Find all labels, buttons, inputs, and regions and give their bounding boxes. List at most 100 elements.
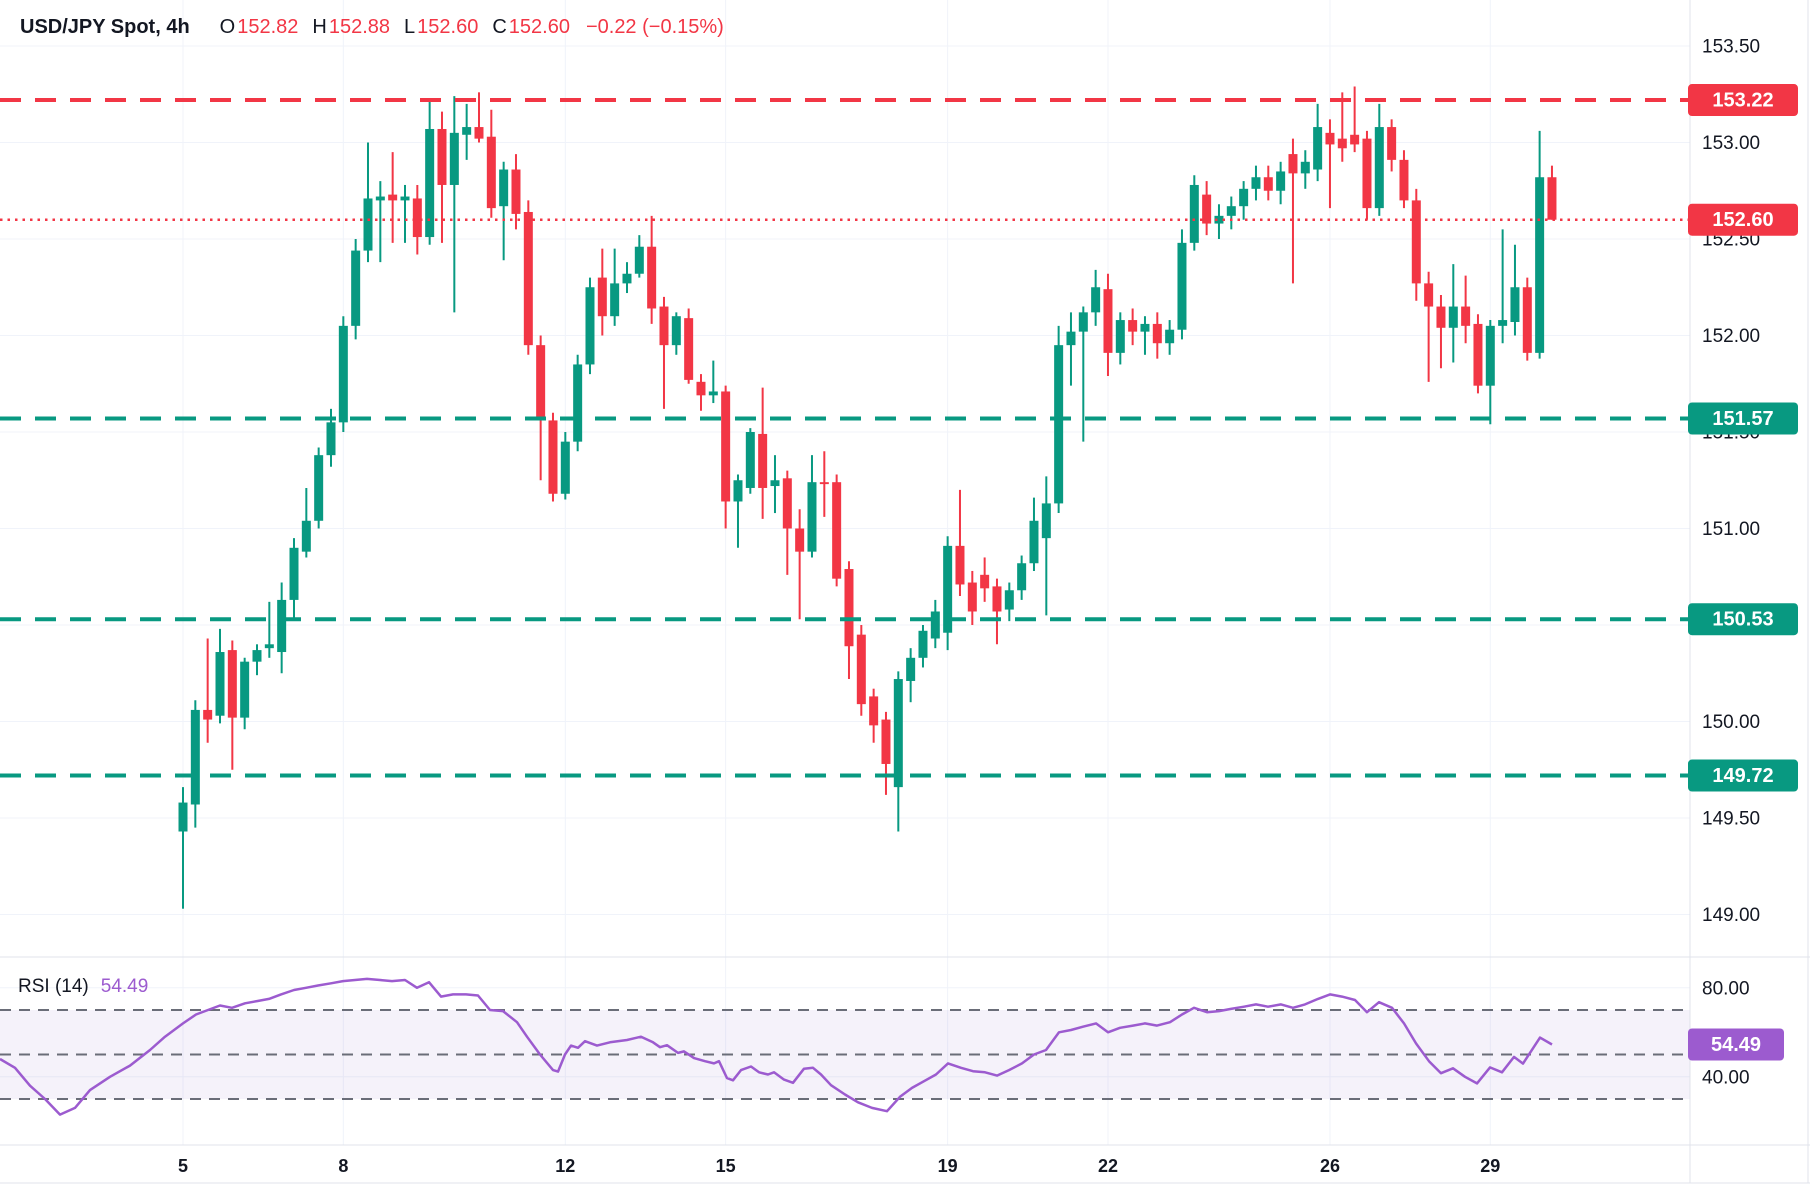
candle[interactable] (1029, 497, 1039, 571)
candle[interactable] (856, 625, 866, 716)
candle[interactable] (289, 538, 299, 620)
candle[interactable] (499, 161, 509, 261)
candle[interactable] (758, 387, 768, 519)
candle[interactable] (190, 700, 200, 828)
candle[interactable] (881, 711, 891, 795)
candle[interactable] (622, 262, 632, 294)
candle[interactable] (474, 92, 484, 143)
candle[interactable] (696, 374, 706, 411)
candle[interactable] (1510, 244, 1520, 336)
candle[interactable] (1017, 555, 1027, 600)
candle[interactable] (203, 638, 213, 743)
candle[interactable] (721, 385, 731, 529)
candle[interactable] (807, 455, 817, 558)
candle[interactable] (178, 787, 188, 909)
candle[interactable] (1313, 103, 1323, 182)
candle[interactable] (1202, 181, 1212, 236)
candle[interactable] (240, 657, 250, 730)
candle[interactable] (1004, 582, 1014, 622)
candle[interactable] (1214, 204, 1224, 239)
candle[interactable] (684, 308, 694, 384)
candle[interactable] (449, 96, 459, 313)
candle[interactable] (227, 640, 237, 770)
candle[interactable] (301, 487, 311, 558)
candle[interactable] (486, 109, 496, 218)
price-axis[interactable]: 153.50153.00152.50152.00151.50151.00150.… (1688, 37, 1798, 1089)
candle[interactable] (745, 428, 755, 494)
candle[interactable] (1177, 229, 1187, 340)
candle[interactable] (918, 625, 928, 668)
candle[interactable] (1091, 269, 1101, 326)
candle[interactable] (795, 509, 805, 620)
candle[interactable] (1547, 165, 1557, 220)
time-axis[interactable]: 5 8 12 15 19 22 26 29 (178, 1156, 1500, 1176)
candle[interactable] (536, 335, 546, 481)
candle[interactable] (215, 628, 225, 724)
candle[interactable] (363, 142, 373, 263)
candle[interactable] (980, 557, 990, 602)
candle[interactable] (1041, 476, 1051, 616)
candle[interactable] (277, 582, 287, 674)
candle[interactable] (1300, 150, 1310, 189)
candle[interactable] (1288, 138, 1298, 284)
candle[interactable] (1276, 161, 1286, 205)
candle[interactable] (1374, 103, 1384, 216)
candle[interactable] (671, 312, 681, 355)
candle[interactable] (1399, 150, 1409, 209)
candle[interactable] (1189, 175, 1199, 251)
candle[interactable] (1485, 320, 1495, 425)
candle[interactable] (252, 644, 262, 676)
candle[interactable] (610, 248, 620, 326)
candle[interactable] (375, 181, 385, 263)
candle[interactable] (523, 200, 533, 355)
candle[interactable] (819, 451, 829, 517)
candle[interactable] (1128, 308, 1138, 346)
candle[interactable] (560, 432, 570, 500)
candle[interactable] (832, 474, 842, 587)
candle[interactable] (1411, 188, 1421, 301)
candle[interactable] (412, 184, 422, 255)
candle[interactable] (597, 248, 607, 336)
candle[interactable] (1362, 130, 1372, 220)
candle[interactable] (943, 536, 953, 651)
candle[interactable] (1152, 312, 1162, 359)
candle[interactable] (634, 235, 644, 278)
candle[interactable] (1103, 273, 1113, 377)
candle[interactable] (1436, 294, 1446, 369)
candle[interactable] (1350, 86, 1360, 153)
candle[interactable] (400, 184, 410, 243)
candle[interactable] (548, 412, 558, 502)
candle[interactable] (314, 447, 324, 529)
candle[interactable] (782, 470, 792, 575)
candle[interactable] (869, 688, 879, 743)
candle[interactable] (1325, 119, 1335, 209)
candle[interactable] (1498, 229, 1508, 344)
candle[interactable] (1239, 181, 1249, 220)
candle[interactable] (264, 601, 274, 658)
candle[interactable] (967, 570, 977, 625)
candle[interactable] (437, 111, 447, 243)
candle[interactable] (1387, 119, 1397, 172)
candle[interactable] (1263, 165, 1273, 201)
candle[interactable] (351, 239, 361, 340)
candle[interactable] (906, 648, 916, 703)
candle[interactable] (1424, 271, 1434, 382)
candle[interactable] (955, 489, 965, 597)
candle[interactable] (893, 671, 903, 832)
candle[interactable] (338, 316, 348, 432)
candle[interactable] (930, 599, 940, 649)
candle[interactable] (1115, 312, 1125, 365)
candle[interactable] (573, 354, 583, 452)
candle[interactable] (1226, 196, 1236, 230)
candle[interactable] (1066, 312, 1076, 386)
candle[interactable] (1140, 316, 1150, 355)
candle[interactable] (708, 360, 718, 404)
candle[interactable] (647, 215, 657, 324)
candle[interactable] (388, 152, 398, 243)
candle[interactable] (511, 154, 521, 230)
candle[interactable] (992, 578, 1002, 645)
candle[interactable] (770, 455, 780, 514)
candle[interactable] (585, 277, 595, 375)
candle[interactable] (1473, 314, 1483, 394)
